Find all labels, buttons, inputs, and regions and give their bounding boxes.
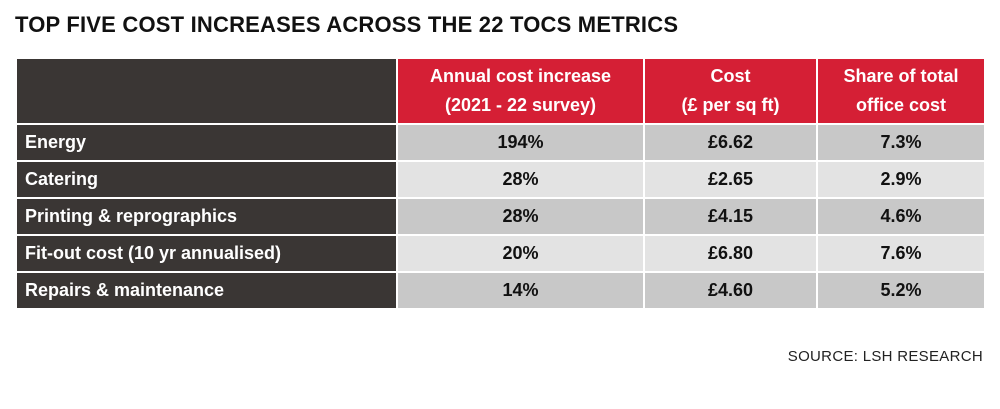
cost-cell: £6.62 [643, 123, 818, 162]
table-row: Printing & reprographics 28% £4.15 4.6% [15, 197, 986, 236]
header-text-line: Annual cost increase [429, 66, 612, 86]
header-cost: Cost (£ per sq ft) [643, 57, 818, 125]
header-share-of-total: Share of total office cost [816, 57, 986, 125]
annual-increase-cell: 194% [396, 123, 645, 162]
header-corner-cell [15, 57, 398, 125]
table-header-row: Annual cost increase (2021 - 22 survey) … [15, 57, 986, 125]
table-row: Repairs & maintenance 14% £4.60 5.2% [15, 271, 986, 310]
source-note: SOURCE: LSH RESEARCH [787, 348, 983, 365]
annual-increase-cell: 28% [396, 197, 645, 236]
header-text-line: office cost [855, 95, 947, 115]
share-cell: 7.3% [816, 123, 986, 162]
header-text-line: Cost [710, 66, 751, 86]
cost-cell: £2.65 [643, 160, 818, 199]
cost-cell: £4.60 [643, 271, 818, 310]
table-row: Catering 28% £2.65 2.9% [15, 160, 986, 199]
header-annual-cost-increase: Annual cost increase (2021 - 22 survey) [396, 57, 645, 125]
annual-increase-cell: 20% [396, 234, 645, 273]
page-title: TOP FIVE COST INCREASES ACROSS THE 22 TO… [15, 12, 679, 37]
share-cell: 4.6% [816, 197, 986, 236]
share-cell: 2.9% [816, 160, 986, 199]
table-row: Energy 194% £6.62 7.3% [15, 123, 986, 162]
row-label: Printing & reprographics [15, 197, 398, 236]
share-cell: 7.6% [816, 234, 986, 273]
table-row: Fit-out cost (10 yr annualised) 20% £6.8… [15, 234, 986, 273]
row-label: Fit-out cost (10 yr annualised) [15, 234, 398, 273]
row-label: Repairs & maintenance [15, 271, 398, 310]
cost-table: Annual cost increase (2021 - 22 survey) … [15, 57, 986, 310]
header-text-line: (£ per sq ft) [681, 95, 780, 115]
annual-increase-cell: 14% [396, 271, 645, 310]
row-label: Catering [15, 160, 398, 199]
share-cell: 5.2% [816, 271, 986, 310]
header-text-line: Share of total [843, 66, 959, 86]
annual-increase-cell: 28% [396, 160, 645, 199]
cost-cell: £4.15 [643, 197, 818, 236]
header-text-line: (2021 - 22 survey) [444, 95, 597, 115]
row-label: Energy [15, 123, 398, 162]
cost-cell: £6.80 [643, 234, 818, 273]
